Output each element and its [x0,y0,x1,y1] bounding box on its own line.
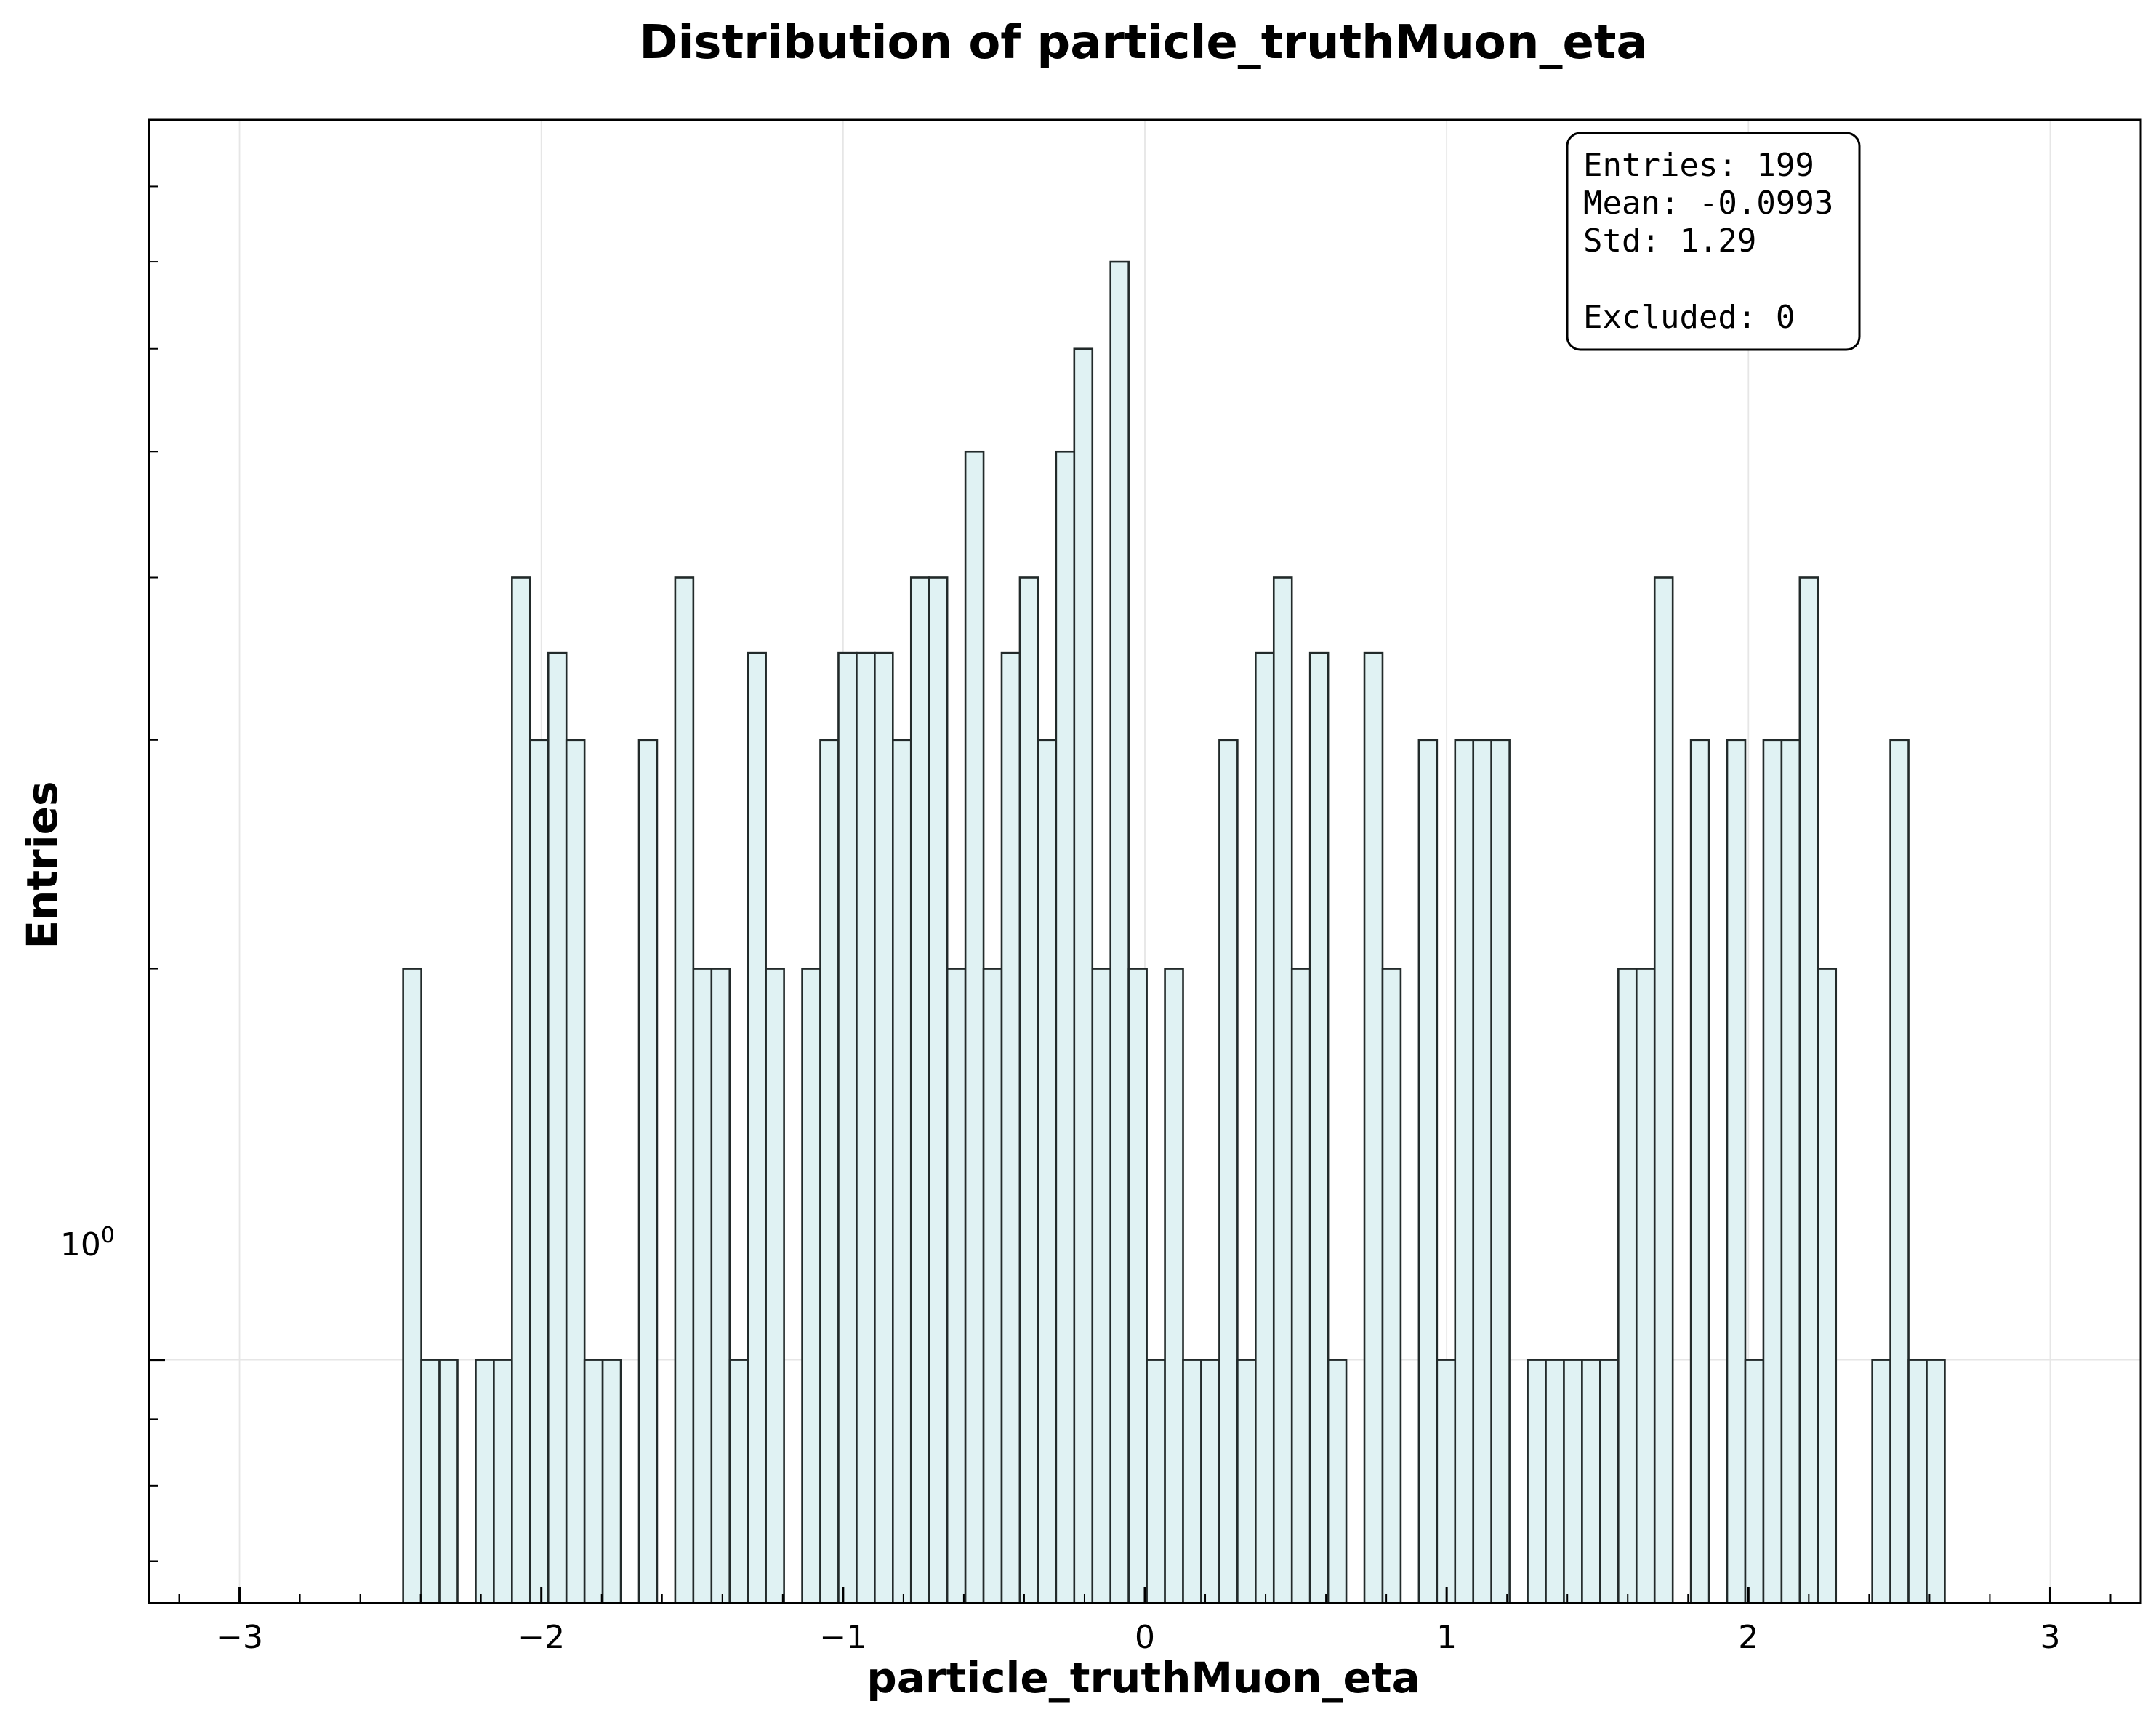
histogram-bar [1545,1359,1565,1604]
histogram-bar [728,1359,749,1604]
x-tick-label: 0 [1135,1619,1155,1656]
histogram-bar [1436,1359,1457,1604]
y-tick-label: 100 [60,1223,115,1263]
histogram-bar [1454,739,1475,1604]
histogram-bar [801,968,821,1604]
histogram-bar [1926,1359,1946,1604]
histogram-bar [692,968,713,1604]
histogram-bar [637,739,659,1604]
histogram-bar [765,968,785,1604]
histogram-bar [1073,347,1094,1604]
stats-mean: Mean: -0.0993 [1583,185,1833,222]
histogram-bar [1635,968,1656,1604]
histogram-bar [1308,651,1330,1604]
histogram-bar [1798,576,1819,1604]
histogram-bar [1091,968,1112,1604]
histogram-bar [1490,739,1511,1604]
x-tick-label: −3 [216,1619,263,1656]
histogram-bar [892,739,912,1604]
histogram-bar [511,576,531,1604]
histogram-bar [1272,576,1293,1604]
histogram-bar [856,651,876,1604]
histogram-bar [1563,1359,1583,1604]
histogram-bar [402,968,422,1604]
histogram-bar [819,739,840,1604]
histogram-bar [1236,1359,1257,1604]
histogram-bar [1327,1359,1348,1604]
histogram-bar [565,739,586,1604]
histogram-bar [982,968,1003,1604]
histogram-bar [1653,576,1674,1604]
histogram-bars [402,260,1946,1604]
histogram-bar [1472,739,1492,1604]
stats-entries: Entries: 199 [1583,147,1814,184]
histogram-bar [1018,576,1039,1604]
histogram-bar [1581,1359,1601,1604]
histogram-bar [1164,968,1184,1604]
x-tick-label: 1 [1436,1619,1457,1656]
histogram-bar [1617,968,1638,1604]
histogram-bar [1817,968,1838,1604]
histogram-bar [547,651,568,1604]
histogram-bar [1726,739,1747,1604]
axis-ticks [149,185,2112,1603]
histogram-bar [874,651,894,1604]
histogram-bar [1780,739,1801,1604]
y-axis-label: Entries [17,781,67,949]
histogram-bar [1200,1359,1220,1604]
histogram-bar [928,576,949,1604]
histogram-bar [1000,651,1021,1604]
histogram-bar [909,576,930,1604]
histogram-bar [528,739,550,1604]
chart-title: Distribution of particle_truthMuon_eta [639,16,1647,70]
stats-std: Std: 1.29 [1583,222,1756,260]
x-tick-label: −2 [518,1619,565,1656]
histogram-bar [837,651,858,1604]
stats-box-frame [1566,132,1861,351]
x-tick-label: −1 [819,1619,866,1656]
histogram-bar [1127,968,1148,1604]
histogram-bar [1363,651,1384,1604]
histogram-bar [1744,1359,1765,1604]
histogram-bar [1037,739,1058,1604]
x-tick-label: 2 [1738,1619,1758,1656]
histogram-bar [1255,651,1275,1604]
histogram-bar [1599,1359,1620,1604]
histogram-bar [583,1359,604,1604]
histogram-bar [674,576,695,1604]
histogram-bar [1417,739,1439,1604]
histogram-bar [710,968,731,1604]
histogram-bar [747,651,767,1604]
histogram-bar [1055,450,1076,1604]
histogram-bar [1381,968,1402,1604]
histogram-bar [1290,968,1311,1604]
stats-box: Entries: 199 Mean: -0.0993 Std: 1.29 Exc… [1566,132,1861,351]
histogram-bar [1907,1359,1928,1604]
histogram-bar [475,1359,495,1604]
x-axis-label: particle_truthMuon_eta [866,1653,1420,1703]
histogram-bar [438,1359,459,1604]
histogram-bar [1527,1359,1547,1604]
histogram-bar [1889,739,1910,1604]
histogram-bar [1182,1359,1202,1604]
histogram-bar [1218,739,1239,1604]
histogram-bar [601,1359,622,1604]
histogram-bar [1762,739,1783,1604]
histogram-bar [493,1359,513,1604]
histogram-bar [1689,739,1710,1604]
x-tick-label: 3 [2040,1619,2060,1656]
histogram-bar [420,1359,441,1604]
histogram-bar [946,968,967,1604]
histogram-bar [964,450,985,1604]
histogram-bar [1109,260,1130,1604]
x-tick-labels: −3 −2 −1 0 1 2 3 [216,1619,2060,1656]
histogram-bar [1871,1359,1891,1604]
histogram-bar [1146,1359,1166,1604]
stats-excluded: Excluded: 0 [1583,299,1795,336]
